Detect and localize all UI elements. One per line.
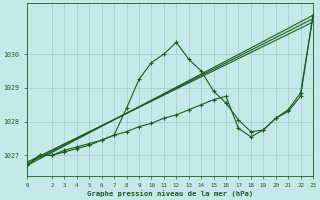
X-axis label: Graphe pression niveau de la mer (hPa): Graphe pression niveau de la mer (hPa): [87, 190, 253, 197]
